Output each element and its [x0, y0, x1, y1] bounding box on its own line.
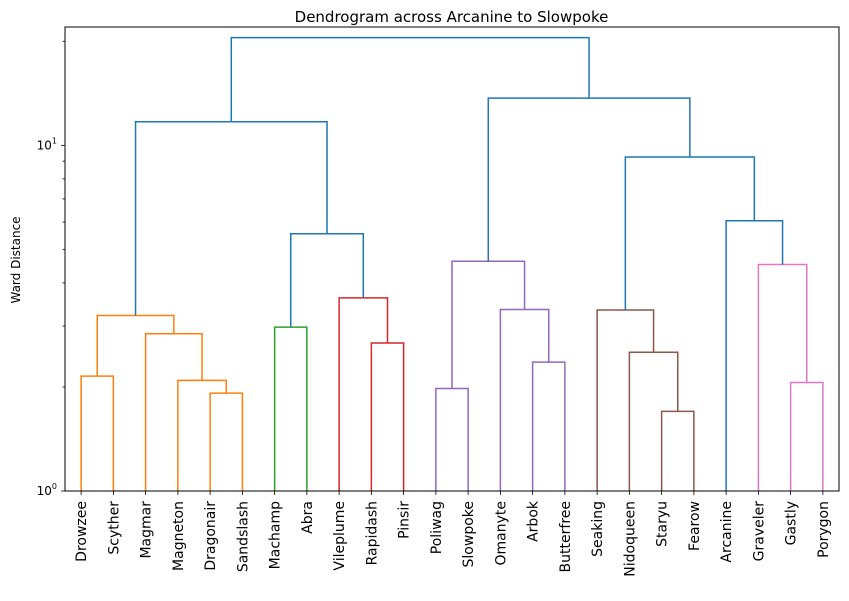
- dendrogram-link-12: [531, 361, 566, 491]
- leaf-label: Magmar: [139, 501, 155, 559]
- dendrogram-link-18: [789, 381, 824, 491]
- dendrogram-link-19: [757, 263, 808, 491]
- leaf-label: Pinsir: [397, 501, 413, 539]
- leaf-label: Machamp: [268, 501, 284, 569]
- leaf-label: Omanyte: [493, 501, 509, 566]
- leaf-label: Graveler: [751, 501, 767, 562]
- leaf-label: Nidoqueen: [622, 501, 638, 577]
- leaf-label: Porygon: [816, 501, 832, 558]
- dendrogram-link-4: [144, 333, 203, 491]
- dendrogram-links: [80, 36, 824, 491]
- y-axis-label: Ward Distance: [9, 216, 23, 303]
- leaf-label: Poliwag: [429, 501, 445, 554]
- leaf-label: Arbok: [526, 500, 542, 542]
- dendrogram-link-20: [725, 220, 784, 491]
- dendrogram-link-9: [290, 232, 365, 328]
- leaf-label: Slowpoke: [461, 501, 477, 567]
- dendrogram-link-10: [134, 121, 328, 316]
- y-tick-label: 101: [37, 136, 57, 152]
- dendrogram-link-14: [451, 260, 526, 389]
- dendrogram-link-21: [624, 156, 756, 310]
- leaf-label: Fearow: [687, 501, 703, 551]
- y-tick-label: 100: [37, 482, 57, 498]
- dendrogram-link-2: [209, 392, 244, 491]
- leaf-label: Scyther: [106, 501, 122, 555]
- plot-frame: [64, 26, 840, 492]
- leaf-label: Magneton: [171, 501, 187, 571]
- leaf-label: Gastly: [784, 501, 800, 545]
- dendrogram-link-1: [80, 375, 115, 491]
- y-axis: 100 101: [37, 40, 65, 498]
- dendrogram-link-7: [370, 342, 405, 491]
- leaf-label: Dragonair: [203, 501, 219, 571]
- chart-title: Dendrogram across Arcanine to Slowpoke: [295, 8, 609, 26]
- dendrogram-link-17: [596, 309, 655, 491]
- dendrogram-link-3: [177, 379, 227, 491]
- leaf-label: Vileplume: [332, 501, 348, 571]
- leaf-label: Butterfree: [558, 501, 574, 572]
- dendrogram-link-15: [660, 410, 695, 491]
- dendrogram-link-23: [230, 36, 590, 122]
- leaf-label: Drowzee: [74, 501, 90, 562]
- dendrogram-link-8: [338, 297, 389, 491]
- leaf-label: Staryu: [655, 501, 671, 547]
- dendrogram-link-5: [96, 314, 175, 377]
- leaf-label: Seaking: [590, 501, 606, 557]
- leaf-label: Abra: [300, 501, 316, 534]
- dendrogram-link-6: [273, 326, 308, 491]
- leaf-label: Rapidash: [364, 501, 380, 565]
- x-axis: Drowzee Scyther Magmar Magneton Dragonair San…: [74, 491, 832, 577]
- leaf-label: Arcanine: [719, 501, 735, 563]
- dendrogram-link-16: [628, 351, 679, 491]
- leaf-label: Sandslash: [235, 501, 251, 572]
- dendrogram-link-13: [499, 308, 550, 491]
- dendrogram-link-11: [435, 387, 469, 491]
- dendrogram-link-22: [487, 97, 691, 262]
